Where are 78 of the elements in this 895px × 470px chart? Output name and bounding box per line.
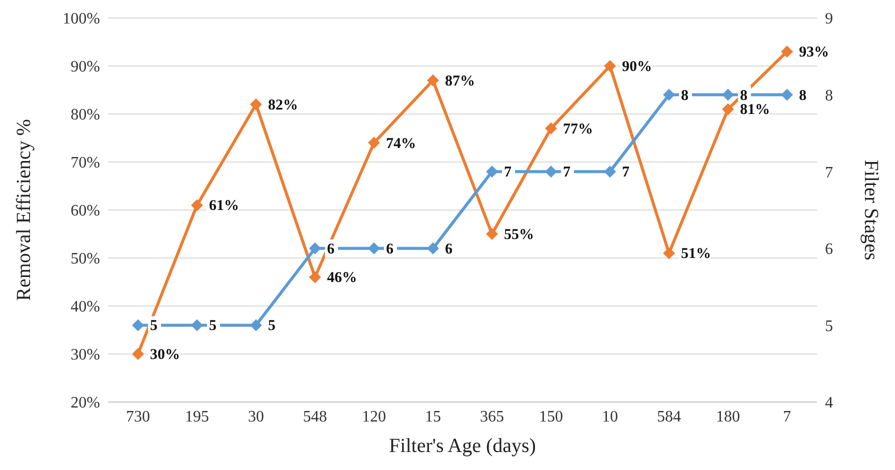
data-label: 8 bbox=[799, 88, 806, 104]
point bbox=[486, 166, 498, 178]
y2-tick-label: 8 bbox=[825, 87, 833, 104]
data-label: 51% bbox=[681, 246, 711, 262]
data-label: 93% bbox=[799, 44, 829, 61]
x-tick-label: 30 bbox=[248, 408, 264, 426]
data-label: 87% bbox=[445, 73, 475, 90]
point bbox=[604, 60, 616, 72]
y-tick-label: 60% bbox=[70, 202, 100, 220]
point bbox=[604, 166, 616, 178]
point bbox=[781, 46, 793, 58]
y-tick-label: 90% bbox=[70, 58, 100, 76]
data-label: 81% bbox=[740, 102, 770, 118]
point bbox=[663, 247, 675, 260]
point bbox=[132, 348, 144, 360]
point bbox=[427, 74, 439, 86]
y2-tick-label: 4 bbox=[825, 394, 833, 412]
point bbox=[427, 242, 439, 254]
y-tick-label: 20% bbox=[70, 394, 100, 412]
data-label: 61% bbox=[209, 198, 239, 214]
data-label: 8 bbox=[681, 88, 688, 104]
data-label: 7 bbox=[504, 164, 512, 181]
data-label: 30% bbox=[150, 347, 180, 363]
data-label: 8 bbox=[740, 88, 748, 104]
x-tick-label: 150 bbox=[539, 408, 563, 426]
y-tick-label: 70% bbox=[70, 154, 100, 172]
data-label: 5 bbox=[209, 318, 216, 334]
x-tick-label: 195 bbox=[185, 408, 209, 426]
x-tick-label: 730 bbox=[126, 408, 150, 426]
point bbox=[545, 122, 557, 134]
data-label: 55% bbox=[504, 227, 534, 243]
point bbox=[781, 88, 793, 101]
x-tick-label: 120 bbox=[362, 408, 386, 426]
x-tick-label: 7 bbox=[783, 408, 791, 426]
point bbox=[250, 98, 262, 110]
data-label: 6 bbox=[327, 241, 335, 258]
y2-tick-label: 9 bbox=[825, 10, 833, 28]
y-tick-label: 100% bbox=[62, 10, 100, 28]
point bbox=[309, 271, 321, 284]
y-axis-title: Removal Efficiency % bbox=[13, 119, 36, 301]
point bbox=[722, 103, 734, 116]
x-tick-label: 365 bbox=[480, 408, 504, 426]
point bbox=[191, 199, 203, 212]
data-label: 7 bbox=[622, 164, 630, 181]
y-tick-label: 50% bbox=[70, 250, 100, 268]
y2-axis-title: Filter Stages bbox=[860, 160, 882, 260]
x-axis-title: Filter's Age (days) bbox=[389, 435, 536, 457]
point bbox=[368, 136, 380, 149]
y-tick-label: 40% bbox=[70, 298, 100, 316]
data-label: 5 bbox=[150, 318, 158, 334]
data-label: 6 bbox=[445, 241, 453, 258]
x-tick-label: 548 bbox=[303, 408, 327, 426]
point bbox=[545, 166, 557, 178]
y-tick-label: 80% bbox=[70, 106, 100, 124]
point bbox=[486, 228, 498, 240]
data-label: 77% bbox=[563, 121, 593, 138]
data-label: 46% bbox=[327, 270, 357, 286]
point bbox=[663, 88, 675, 101]
data-label: 7 bbox=[563, 164, 571, 181]
data-label: 90% bbox=[622, 59, 652, 75]
point bbox=[309, 242, 321, 254]
x-tick-label: 584 bbox=[657, 408, 681, 426]
data-label: 6 bbox=[386, 241, 394, 258]
point bbox=[191, 319, 203, 332]
y2-tick-label: 7 bbox=[825, 164, 833, 182]
point bbox=[722, 88, 734, 101]
point bbox=[250, 319, 262, 332]
y2-tick-label: 5 bbox=[825, 318, 833, 335]
x-tick-label: 10 bbox=[602, 408, 618, 426]
data-label: 5 bbox=[268, 318, 276, 334]
x-tick-label: 180 bbox=[716, 408, 740, 426]
y-tick-label: 30% bbox=[70, 346, 100, 364]
point bbox=[132, 319, 144, 332]
y2-tick-label: 6 bbox=[825, 241, 833, 258]
data-label: 74% bbox=[386, 136, 416, 152]
x-tick-label: 15 bbox=[425, 408, 441, 426]
point bbox=[368, 242, 380, 254]
data-label: 82% bbox=[268, 97, 298, 114]
